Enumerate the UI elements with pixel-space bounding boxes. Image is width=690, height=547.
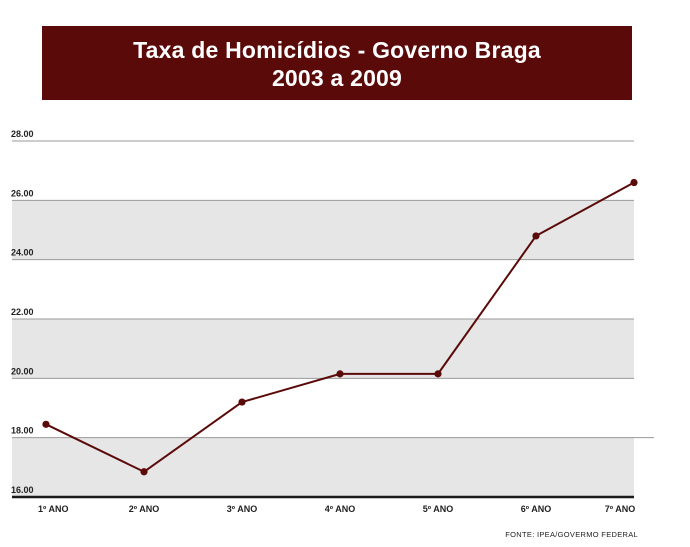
data-point bbox=[42, 420, 50, 428]
y-tick-label: 26.00 bbox=[11, 188, 34, 198]
y-axis-tick-labels: 16.00 18.00 20.00 22.00 24.00 26.00 28.00 bbox=[11, 129, 34, 495]
data-point bbox=[336, 370, 344, 378]
chart-title-line2: 2003 a 2009 bbox=[271, 65, 403, 91]
y-tick-label: 22.00 bbox=[11, 307, 34, 317]
gridlines bbox=[12, 140, 654, 499]
background-bands bbox=[12, 200, 634, 497]
x-tick-label: 3º ANO bbox=[227, 504, 257, 514]
data-point bbox=[532, 232, 540, 240]
y-tick-label: 20.00 bbox=[11, 366, 34, 376]
background-band bbox=[12, 437, 634, 497]
y-tick-label: 16.00 bbox=[11, 485, 34, 495]
data-point bbox=[434, 370, 442, 378]
x-tick-label: 5º ANO bbox=[423, 504, 453, 514]
background-band bbox=[12, 319, 634, 379]
data-point bbox=[238, 398, 246, 406]
chart-title-line1: Taxa de Homicídios - Governo Braga bbox=[133, 37, 541, 63]
source-note: FONTE: IPEA/GOVERMO FEDERAL bbox=[505, 530, 638, 539]
chart-title-banner: Taxa de Homicídios - Governo Braga 2003 … bbox=[42, 26, 632, 100]
background-band bbox=[12, 200, 634, 260]
x-tick-label: 7º ANO bbox=[605, 504, 635, 514]
y-tick-label: 18.00 bbox=[11, 426, 34, 436]
x-tick-label: 4º ANO bbox=[325, 504, 355, 514]
x-tick-label: 2º ANO bbox=[129, 504, 159, 514]
y-tick-label: 24.00 bbox=[11, 248, 34, 258]
x-tick-label: 6º ANO bbox=[521, 504, 551, 514]
data-point bbox=[630, 178, 638, 187]
data-series bbox=[42, 178, 638, 476]
x-tick-label: 1º ANO bbox=[38, 504, 68, 514]
y-tick-label: 28.00 bbox=[11, 129, 34, 139]
x-axis-tick-labels: 1º ANO 2º ANO 3º ANO 4º ANO 5º ANO 6º ANO 7º A… bbox=[38, 504, 635, 514]
data-point bbox=[140, 468, 148, 476]
